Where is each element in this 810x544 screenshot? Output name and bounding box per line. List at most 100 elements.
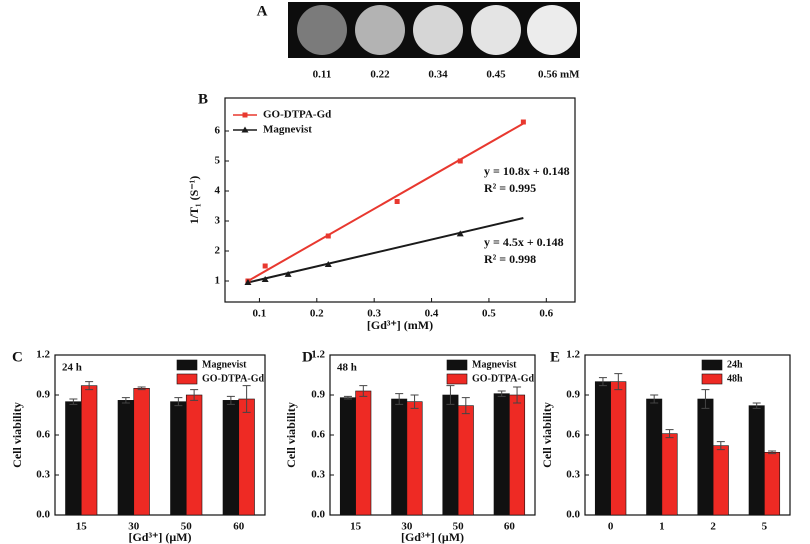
legend-label: GO-DTPA-Gd: [202, 373, 264, 384]
error-bar: [461, 397, 470, 415]
error-bar: [121, 397, 130, 404]
y-axis-label: Cell viability: [540, 402, 554, 468]
y-tick-label: 4: [215, 185, 221, 197]
error-bar: [174, 397, 183, 407]
marker: [324, 261, 332, 267]
y-tick-label: 0.6: [566, 429, 580, 441]
bar: [646, 398, 663, 516]
concentration-label: 0.34: [428, 69, 448, 81]
y-tick-label: 1.2: [566, 349, 580, 361]
panel-label: B: [198, 91, 208, 107]
x-axis-label: [Gd³⁺] (μM): [128, 530, 191, 544]
bar: [185, 394, 203, 516]
marker: [244, 279, 252, 285]
x-tick-label: 0.3: [367, 308, 381, 320]
error-bar: [410, 394, 419, 409]
error-bar: [701, 389, 710, 409]
legend-swatch: [701, 373, 723, 385]
y-tick-label: 0.0: [566, 509, 580, 521]
error-bar: [343, 395, 352, 400]
x-tick-label: 5: [762, 521, 768, 533]
bar: [65, 401, 82, 516]
bar: [594, 381, 611, 516]
bar: [117, 400, 135, 516]
bar: [457, 405, 474, 516]
x-tick-label: 2: [710, 521, 716, 533]
annotation: R² = 0.995: [484, 181, 536, 195]
y-tick-label: 0.9: [36, 389, 50, 401]
error-bar: [716, 441, 725, 451]
bar: [339, 397, 356, 516]
error-bar: [137, 386, 146, 391]
bar: [170, 401, 187, 516]
y-tick-label: 2: [215, 245, 221, 257]
legend-swatch: [176, 359, 198, 371]
phantom: [355, 5, 405, 55]
legend-swatch: [176, 373, 198, 385]
y-tick-label: 0.3: [311, 469, 325, 481]
marker: [456, 230, 464, 237]
legend-label: 48h: [727, 373, 743, 384]
bar: [493, 393, 510, 516]
panel-subtitle: 48 h: [337, 362, 357, 374]
bar: [509, 394, 526, 516]
error-bar: [665, 429, 674, 439]
x-tick-label: 15: [76, 521, 88, 533]
y-tick-label: 0.3: [566, 469, 580, 481]
y-tick-label: 5: [215, 155, 221, 167]
concentration-label: 0.56 mM: [538, 69, 580, 81]
legend-swatch: [701, 359, 723, 371]
panel-label: E: [550, 349, 560, 365]
panel-label: C: [12, 349, 23, 365]
bar: [712, 445, 729, 516]
y-tick-label: 0.0: [36, 509, 50, 521]
error-bar: [614, 373, 623, 391]
panel-label: D: [302, 349, 313, 365]
x-tick-label: 0.6: [539, 308, 553, 320]
error-bar: [85, 381, 94, 391]
bar: [391, 398, 408, 516]
marker: [457, 158, 463, 164]
error-bar: [768, 450, 777, 455]
bar: [748, 405, 765, 516]
marker: [394, 199, 400, 204]
y-axis-label: 1/T₁ (S⁻¹): [187, 176, 201, 225]
bar: [238, 398, 255, 516]
x-tick-label: 0.2: [310, 308, 324, 320]
marker: [520, 119, 526, 125]
marker: [262, 263, 268, 269]
y-tick-label: 6: [215, 125, 221, 137]
concentration-label: 0.11: [313, 69, 332, 81]
x-tick-label: 1: [659, 521, 665, 533]
x-tick-label: 60: [504, 521, 516, 533]
phantom: [527, 5, 577, 55]
error-bar: [190, 389, 199, 401]
bar: [406, 401, 423, 516]
error-bar: [497, 390, 506, 397]
annotation: R² = 0.998: [484, 252, 536, 266]
y-tick-label: 1: [215, 275, 221, 287]
y-tick-label: 1.2: [311, 349, 325, 361]
bar: [697, 398, 714, 516]
legend-marker: [241, 126, 249, 133]
error-bar: [446, 385, 455, 405]
y-tick-label: 0.6: [36, 429, 50, 441]
legend-label: 24h: [727, 359, 743, 370]
x-tick-label: 30: [401, 521, 413, 533]
y-axis-label: Cell viability: [10, 402, 24, 468]
legend-label: GO-DTPA-Gd: [472, 373, 534, 384]
phantom: [297, 5, 347, 55]
legend-swatch: [446, 373, 468, 385]
bar: [222, 400, 240, 516]
marker: [261, 276, 269, 282]
concentration-label: 0.22: [370, 69, 390, 81]
x-tick-label: 0.4: [425, 308, 439, 320]
y-tick-label: 0.6: [311, 429, 325, 441]
legend-label: GO-DTPA-Gd: [263, 109, 331, 121]
error-bar: [650, 394, 659, 404]
y-tick-label: 0.9: [566, 389, 580, 401]
x-tick-label: 0: [608, 521, 614, 533]
error-bar: [69, 398, 78, 405]
plot-frame: [224, 97, 576, 303]
